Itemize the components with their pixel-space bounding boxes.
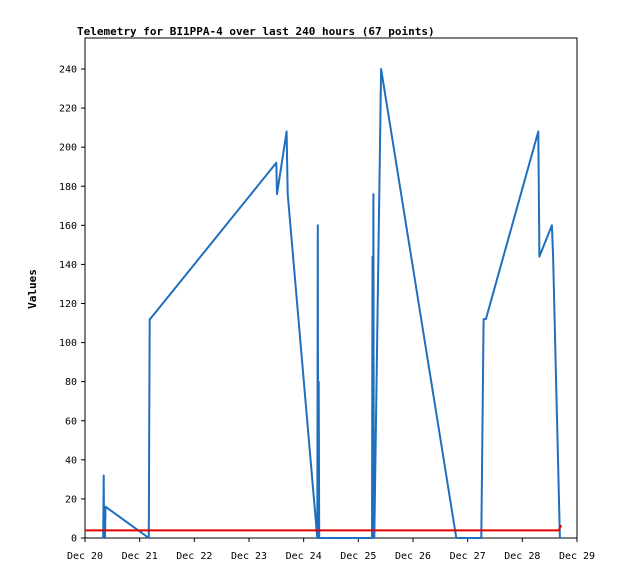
x-tick-label: Dec 25 xyxy=(340,551,376,562)
y-tick-label: 40 xyxy=(65,455,77,466)
x-tick-label: Dec 26 xyxy=(395,551,431,562)
y-tick-label: 100 xyxy=(59,338,77,349)
y-tick-label: 120 xyxy=(59,299,77,310)
x-tick-label: Dec 21 xyxy=(122,551,158,562)
x-tick-label: Dec 27 xyxy=(450,551,486,562)
y-tick-label: 140 xyxy=(59,260,77,271)
x-axis: Dec 20 Dec 21 Dec 22 Dec 23 Dec 24 Dec 25 Dec … xyxy=(67,538,595,562)
y-tick-label: 160 xyxy=(59,221,77,232)
x-tick-label: Dec 29 xyxy=(559,551,595,562)
series-line-1 xyxy=(102,68,561,539)
y-tick-label: 180 xyxy=(59,182,77,193)
y-tick-label: 60 xyxy=(65,416,77,427)
y-axis-label: Values xyxy=(26,269,39,309)
x-tick-label: Dec 24 xyxy=(286,551,322,562)
y-tick-label: 200 xyxy=(59,143,77,154)
series-line-2 xyxy=(85,524,563,532)
x-tick-label: Dec 20 xyxy=(67,551,103,562)
y-tick-label: 80 xyxy=(65,377,77,388)
x-tick-label: Dec 23 xyxy=(231,551,267,562)
y-tick-label: 220 xyxy=(59,104,77,115)
x-tick-label: Dec 22 xyxy=(176,551,212,562)
y-axis: 0 20 40 60 80 100 120 140 160 180 200 220 240 xyxy=(59,65,85,545)
series-group xyxy=(85,68,563,539)
chart-title: Telemetry for BI1PPA-4 over last 240 hou… xyxy=(77,25,435,38)
x-tick-label: Dec 28 xyxy=(504,551,540,562)
y-tick-label: 240 xyxy=(59,65,77,76)
y-tick-label: 0 xyxy=(71,534,77,545)
plot-frame xyxy=(84,37,578,539)
y-tick-label: 20 xyxy=(65,494,77,505)
